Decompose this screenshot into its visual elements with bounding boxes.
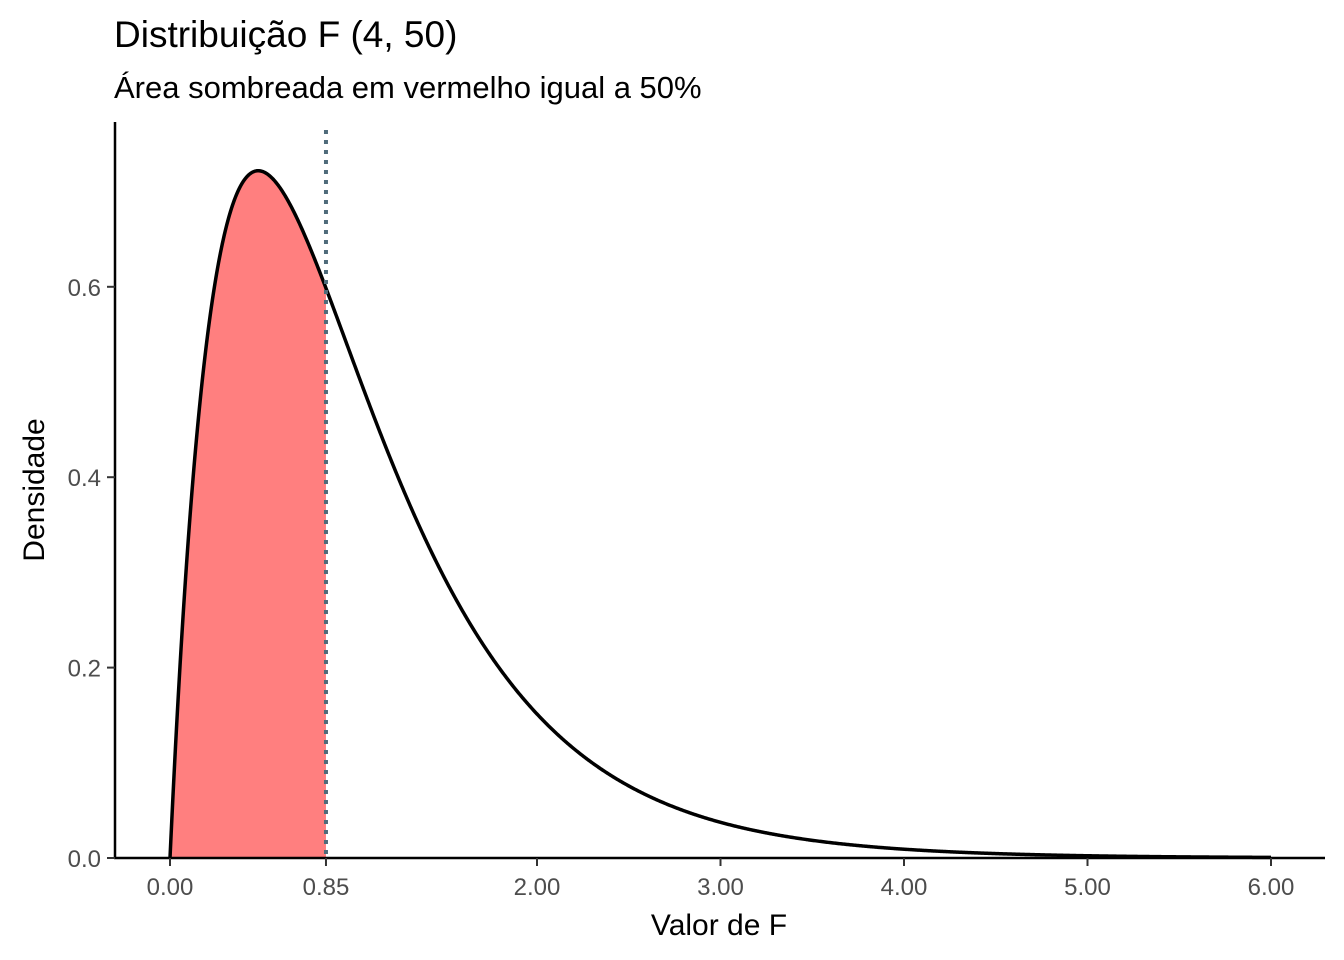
chart-subtitle: Área sombreada em vermelho igual a 50%	[114, 70, 702, 105]
x-tick-label: 0.85	[303, 874, 350, 901]
x-tick-label: 2.00	[514, 874, 561, 901]
shaded-area-50pct	[170, 170, 326, 859]
x-axis-title: Valor de F	[651, 909, 787, 942]
x-tick-label: 3.00	[697, 874, 744, 901]
y-tick-label: 0.4	[68, 465, 101, 492]
x-tick-label: 4.00	[881, 874, 928, 901]
x-tick-label: 0.00	[147, 874, 194, 901]
y-axis-title: Densidade	[18, 418, 51, 561]
y-tick-label: 0.6	[68, 275, 101, 302]
x-tick-label: 5.00	[1064, 874, 1111, 901]
y-tick-label: 0.2	[68, 656, 101, 683]
x-tick-label: 6.00	[1248, 874, 1295, 901]
y-tick-label: 0.0	[68, 846, 101, 873]
density-curve	[168, 168, 1272, 860]
chart-title: Distribuição F (4, 50)	[114, 14, 458, 55]
